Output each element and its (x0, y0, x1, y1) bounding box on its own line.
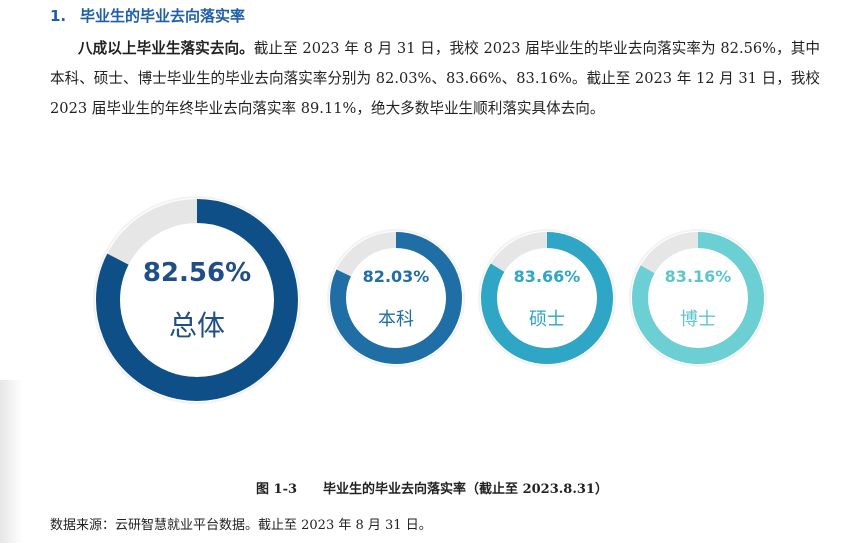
figure-number: 图 1-3 (256, 482, 298, 497)
donut-overall: 82.56% 总体 (93, 196, 301, 404)
body-paragraph: 八成以上毕业生落实去向。截止至 2023 年 8 月 31 日，我校 2023 … (50, 34, 820, 124)
section-number: 1. (50, 7, 67, 25)
donut-overall-label: 总体 (168, 309, 225, 342)
donut-doctor: 83.16% 博士 (629, 229, 767, 367)
donut-bachelor-arc (330, 232, 462, 364)
paragraph-lead: 八成以上毕业生落实去向。 (78, 40, 254, 57)
donut-master-label: 硕士 (529, 309, 565, 330)
section-heading: 1. 毕业生的毕业去向落实率 (50, 5, 245, 26)
donut-overall-halo (93, 196, 301, 404)
donut-master-arc (481, 232, 613, 364)
donut-overall-ring (93, 196, 301, 404)
donut-bachelor: 82.03% 本科 (327, 229, 465, 367)
donut-master-ring (478, 229, 616, 367)
donut-doctor-value: 83.16% (664, 267, 732, 286)
data-source-note: 数据来源：云研智慧就业平台数据。截止至 2023 年 8 月 31 日。 (50, 518, 432, 533)
donut-master-halo (478, 229, 616, 367)
paragraph-text: 截止至 2023 年 8 月 31 日，我校 2023 届毕业生的毕业去向落实率… (50, 40, 820, 117)
donut-overall-value: 82.56% (142, 258, 252, 288)
donut-doctor-ring (629, 229, 767, 367)
donut-doctor-halo (629, 229, 767, 367)
figure-caption: 图 1-3 毕业生的毕业去向落实率（截止至 2023.8.31） (0, 478, 864, 497)
section-title: 毕业生的毕业去向落实率 (80, 7, 246, 25)
donut-master-value: 83.66% (513, 267, 581, 286)
donut-doctor-arc (632, 232, 764, 364)
donut-bachelor-ring (327, 229, 465, 367)
donut-bachelor-value: 82.03% (362, 267, 430, 286)
donut-overall-arc (96, 199, 298, 401)
donut-bachelor-label: 本科 (378, 309, 414, 330)
donut-master: 83.66% 硕士 (478, 229, 616, 367)
page-edge-shadow (0, 380, 22, 543)
donut-doctor-label: 博士 (680, 309, 716, 330)
figure-title: 毕业生的毕业去向落实率（截止至 2023.8.31） (323, 482, 608, 497)
donut-bachelor-halo (327, 229, 465, 367)
